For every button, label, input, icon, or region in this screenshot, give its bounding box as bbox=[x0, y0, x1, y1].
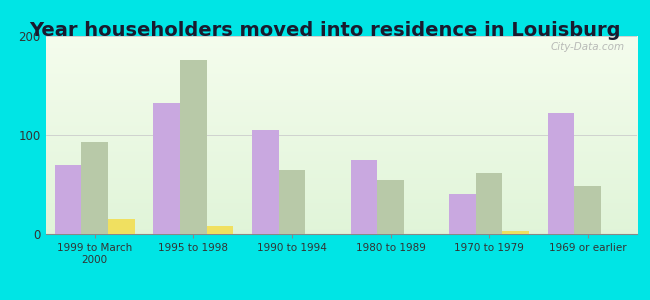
Bar bbox=[207, 226, 233, 234]
Bar bbox=[377, 179, 404, 234]
Bar bbox=[502, 231, 529, 234]
Text: Year householders moved into residence in Louisburg: Year householders moved into residence i… bbox=[29, 21, 621, 40]
Bar bbox=[252, 130, 279, 234]
Bar bbox=[108, 219, 135, 234]
Text: City-Data.com: City-Data.com bbox=[551, 42, 625, 52]
Bar bbox=[575, 187, 601, 234]
Bar bbox=[180, 60, 207, 234]
Bar bbox=[476, 172, 502, 234]
Bar bbox=[449, 194, 476, 234]
Bar bbox=[350, 160, 377, 234]
Bar bbox=[153, 103, 180, 234]
Legend: White Non-Hispanic, Black, Hispanic or Latino: White Non-Hispanic, Black, Hispanic or L… bbox=[164, 299, 519, 300]
Bar bbox=[81, 142, 108, 234]
Bar bbox=[548, 113, 575, 234]
Bar bbox=[55, 165, 81, 234]
Bar bbox=[279, 170, 306, 234]
